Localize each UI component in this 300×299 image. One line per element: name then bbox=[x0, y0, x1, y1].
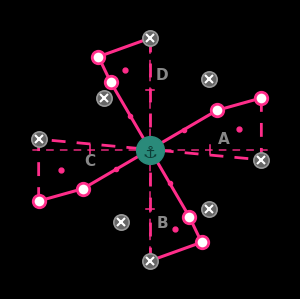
Text: B: B bbox=[157, 216, 168, 231]
Text: A: A bbox=[218, 132, 230, 147]
Text: D: D bbox=[156, 68, 169, 83]
Text: ⚓: ⚓ bbox=[142, 144, 158, 161]
Text: C: C bbox=[85, 154, 96, 169]
